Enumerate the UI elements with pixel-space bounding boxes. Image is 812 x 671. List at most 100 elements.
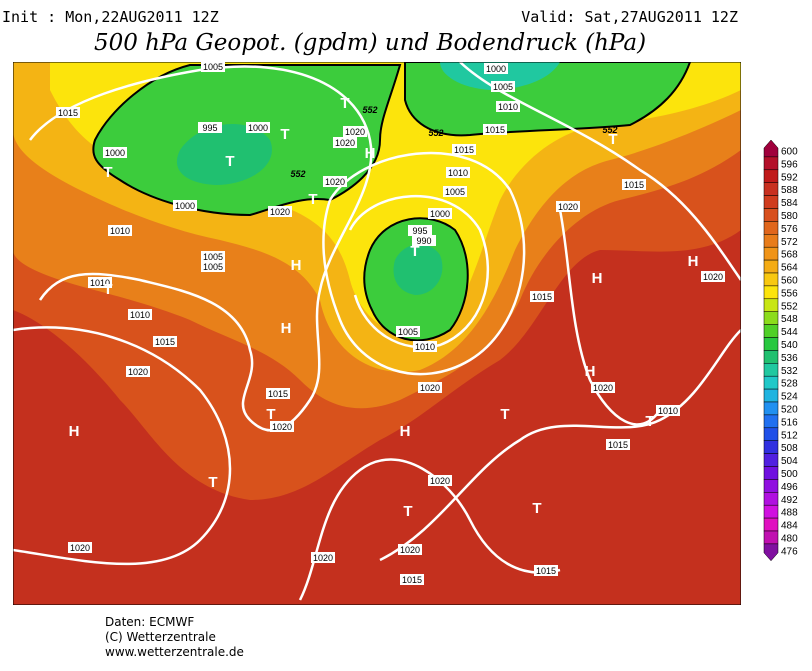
high-pressure-marker: H: [69, 423, 80, 440]
isobar-label-box: [266, 388, 290, 399]
isobar-label-box: [530, 291, 554, 302]
isobar-label: 1015: [485, 125, 505, 135]
low-pressure-marker: T: [608, 131, 617, 148]
isobar-label: 1020: [313, 553, 333, 563]
low-pressure-marker: T: [403, 503, 412, 520]
color-bar-label: 600: [781, 146, 798, 157]
map-title: 500 hPa Geopot. (gpdm) und Bodendruck (h…: [94, 30, 646, 56]
high-pressure-marker: H: [365, 145, 376, 162]
isobar-label-box: [246, 122, 270, 133]
data-source: Daten: ECMWF: [105, 615, 194, 629]
color-bar-label: 596: [781, 159, 798, 170]
color-bar-label: 480: [781, 533, 798, 544]
color-swatch: [763, 169, 779, 183]
color-bar-label: 584: [781, 198, 798, 209]
high-pressure-marker: H: [400, 423, 411, 440]
low-pressure-marker: T: [280, 126, 289, 143]
isobar-label-box: [323, 176, 347, 187]
website: www.wetterzentrale.de: [105, 645, 244, 659]
isobar-label-box: [534, 565, 558, 576]
color-swatch: [763, 182, 779, 196]
low-pressure-marker: T: [645, 413, 654, 430]
color-bar-label: 556: [781, 288, 798, 299]
isobar-label-box: [56, 107, 80, 118]
low-pressure-marker: T: [340, 95, 349, 112]
color-bar-label: 520: [781, 404, 798, 415]
isobar-label-box: [556, 201, 580, 212]
isobar-label: 1020: [420, 383, 440, 393]
color-swatch: [763, 466, 779, 480]
isobar-label: 1005: [493, 82, 513, 92]
color-bar-label: 576: [781, 224, 798, 235]
isobar-label-box: [198, 122, 222, 133]
isobar-label: 1010: [90, 278, 110, 288]
isobar-label-box: [333, 137, 357, 148]
high-pressure-marker: H: [281, 320, 292, 337]
color-bar-label: 496: [781, 482, 798, 493]
color-swatch: [763, 272, 779, 287]
contour-label: 552: [362, 105, 377, 115]
isobar-label-box: [201, 251, 225, 262]
color-bar-label: 536: [781, 353, 798, 364]
color-swatch: [763, 324, 779, 338]
isobar-label-box: [491, 81, 515, 92]
isobar-label: 1020: [558, 202, 578, 212]
contour-label: 552: [428, 128, 443, 138]
isobar-label: 1005: [203, 62, 223, 72]
isobar-label-box: [201, 261, 225, 272]
isobar-label-box: [103, 147, 127, 158]
color-bar-label: 560: [781, 275, 798, 286]
isobar-label: 1005: [203, 252, 223, 262]
isobar-label-box: [408, 225, 432, 236]
isobar-label-box: [128, 309, 152, 320]
isobar-label-box: [443, 186, 467, 197]
isobar-label: 1020: [703, 272, 723, 282]
isobar-label: 1020: [400, 545, 420, 555]
color-bar-label: 516: [781, 417, 798, 428]
color-swatch: [763, 479, 779, 493]
color-swatch: [763, 453, 779, 467]
isobar-label: 1000: [248, 123, 268, 133]
isobar-label-box: [656, 405, 680, 416]
color-swatch: [763, 363, 779, 377]
isobar-label-box: [343, 126, 367, 137]
color-swatch: [763, 504, 779, 519]
isobar-label-box: [396, 326, 420, 337]
isobar-label: 1005: [203, 262, 223, 272]
low-pressure-marker: T: [103, 281, 112, 298]
contour-label: 552: [602, 125, 617, 135]
low-pressure-marker: T: [532, 500, 541, 517]
isobar-label: 1010: [448, 168, 468, 178]
low-pressure-marker: T: [266, 406, 275, 423]
color-swatch: [763, 427, 779, 441]
color-swatch: [763, 337, 779, 351]
isobar-label-box: [270, 421, 294, 432]
color-bar-label: 528: [781, 379, 798, 390]
isobar-label: 1000: [105, 148, 125, 158]
isobar-label-box: [484, 63, 508, 74]
isobar-label: 1015: [402, 575, 422, 585]
color-swatch: [763, 156, 779, 171]
isobar-label: 1015: [58, 108, 78, 118]
copyright: (C) Wetterzentrale: [105, 630, 216, 644]
isobar-label-box: [88, 277, 112, 288]
isobar-label: 1010: [110, 226, 130, 236]
isobar-label: 1020: [272, 422, 292, 432]
isobar-label: 1020: [345, 127, 365, 137]
isobar-label: 1000: [430, 209, 450, 219]
color-bar-label: 508: [781, 443, 798, 454]
color-swatch: [763, 517, 779, 532]
isobar-label: 1020: [270, 207, 290, 217]
color-swatch: [763, 401, 779, 416]
color-bar-label: 524: [781, 392, 798, 403]
color-bar-label: 492: [781, 495, 798, 506]
isobar-label: 1010: [498, 102, 518, 112]
isobar-label-box: [452, 144, 476, 155]
isobar-label: 1005: [398, 327, 418, 337]
isobar-label-box: [428, 475, 452, 486]
color-swatch: [763, 311, 779, 325]
color-bar-label: 504: [781, 456, 798, 467]
